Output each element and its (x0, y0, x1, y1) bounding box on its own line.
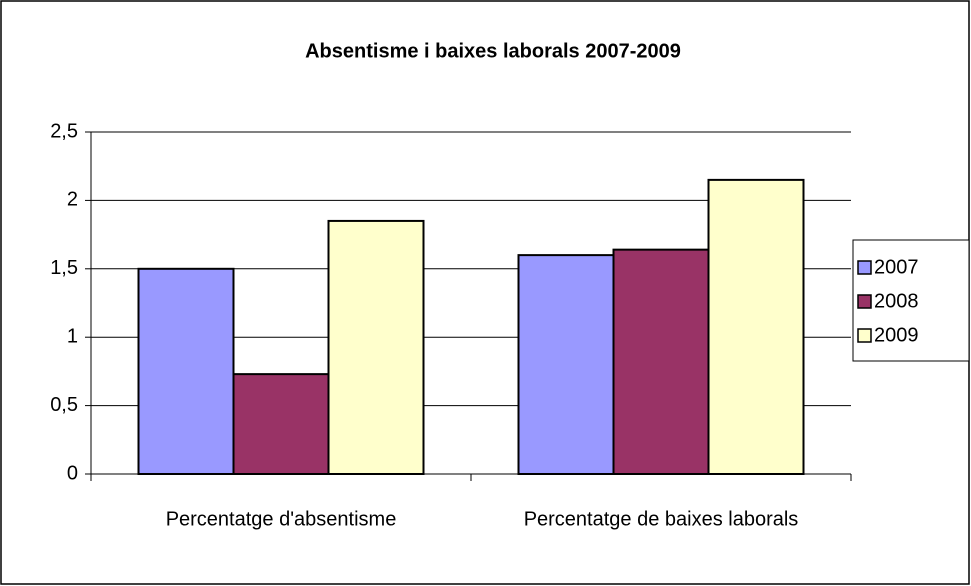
y-tick-label: 1 (67, 325, 78, 347)
bar (612, 248, 710, 475)
legend-swatch (857, 294, 872, 309)
bar (707, 178, 805, 475)
bar (327, 219, 425, 475)
x-tick-label: Percentatge d'absentisme (166, 508, 397, 530)
bar (232, 373, 330, 475)
legend-swatch (857, 328, 872, 343)
bar (137, 267, 235, 475)
x-tick-label: Percentatge de baixes laborals (524, 508, 799, 530)
chart-title: Absentisme i baixes laborals 2007-2009 (305, 40, 681, 62)
legend-label: 2007 (874, 256, 919, 278)
bar (517, 254, 615, 475)
y-tick-label: 0,5 (50, 394, 78, 416)
legend-box (852, 239, 970, 362)
legend-label: 2009 (874, 324, 919, 346)
legend-label: 2008 (874, 290, 919, 312)
legend-swatch (857, 260, 872, 275)
y-tick-label: 2 (67, 189, 78, 211)
y-tick-label: 0 (67, 462, 78, 484)
y-tick-label: 1,5 (50, 257, 78, 279)
y-tick-label: 2,5 (50, 120, 78, 142)
